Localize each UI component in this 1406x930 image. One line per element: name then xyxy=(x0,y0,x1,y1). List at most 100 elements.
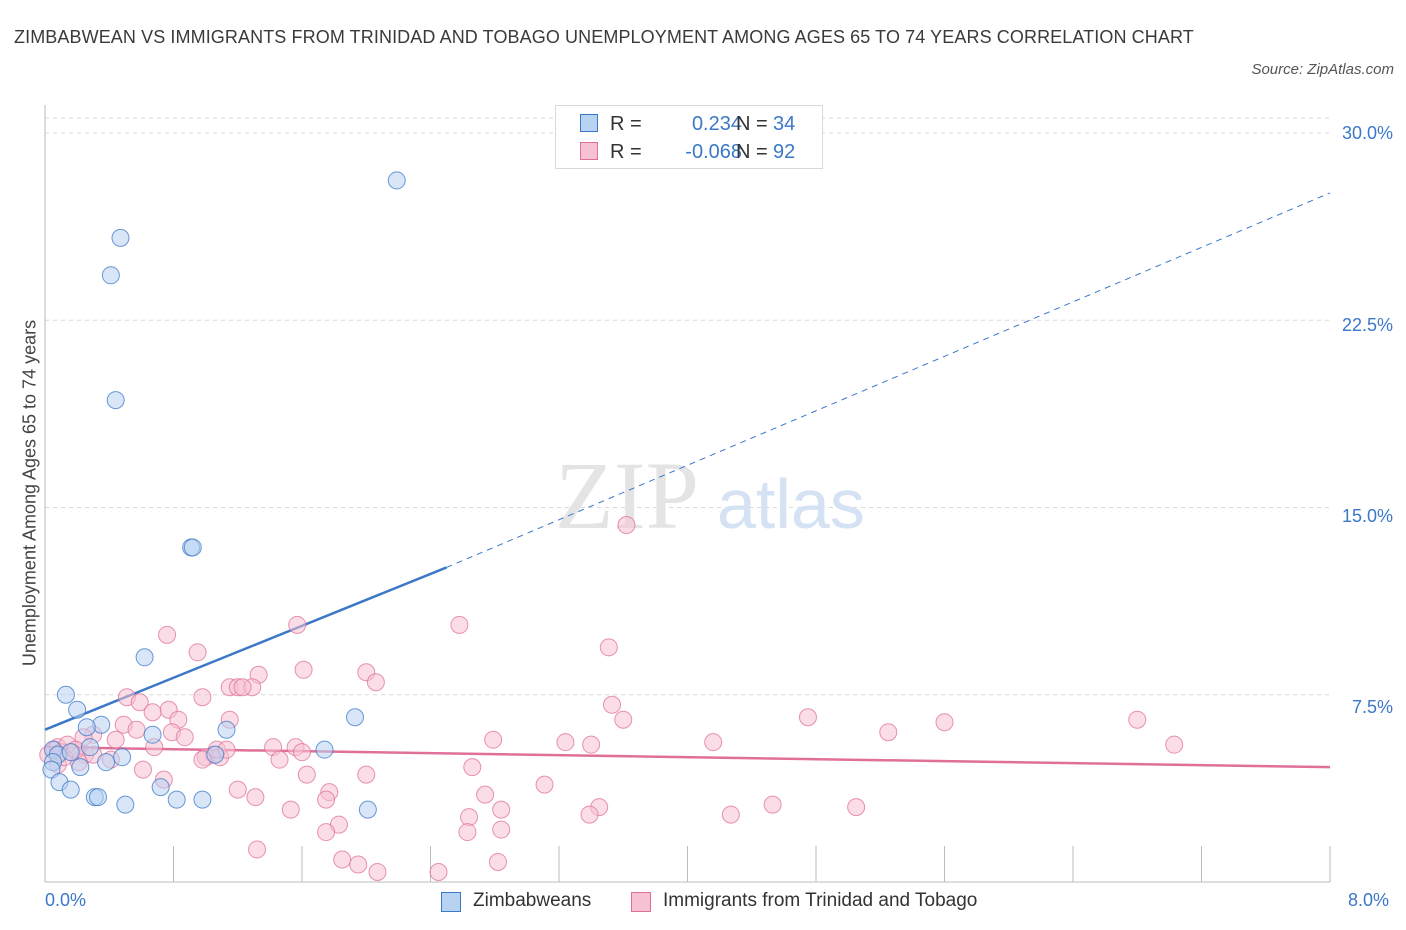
grid-layer xyxy=(45,117,1330,696)
point-trinidad xyxy=(704,733,723,752)
point-zimbabweans xyxy=(89,788,108,807)
point-zimbabweans xyxy=(97,753,116,772)
point-trinidad xyxy=(580,805,599,824)
point-trinidad xyxy=(333,850,352,869)
legend-n-value: 92 xyxy=(773,141,796,163)
legend-r-value: -0.068 xyxy=(685,141,742,163)
legend-n-label: N = xyxy=(736,141,768,163)
point-zimbabweans xyxy=(217,720,236,739)
point-trinidad xyxy=(248,840,267,859)
point-trinidad xyxy=(130,693,149,712)
point-trinidad xyxy=(143,703,162,722)
point-trinidad xyxy=(463,758,482,777)
point-trinidad xyxy=(288,615,307,634)
point-trinidad xyxy=(270,750,289,769)
point-trinidad xyxy=(582,735,601,754)
point-zimbabweans xyxy=(116,795,135,814)
x-tick-label-min: 0.0% xyxy=(45,890,87,910)
point-zimbabweans xyxy=(346,708,365,727)
point-trinidad xyxy=(188,643,207,662)
point-trinidad xyxy=(193,688,212,707)
trendline-trinidad xyxy=(44,745,1331,769)
point-trinidad xyxy=(763,795,782,814)
point-zimbabweans xyxy=(71,758,90,777)
y-tick-label-15: 15.0% xyxy=(1341,506,1393,526)
source-label: Source: ZipAtlas.com xyxy=(1251,61,1394,78)
point-trinidad xyxy=(127,720,146,739)
trend-layer xyxy=(44,192,1331,769)
point-trinidad xyxy=(603,695,622,714)
point-trinidad xyxy=(1128,710,1147,729)
point-trinidad xyxy=(281,800,300,819)
point-trinidad xyxy=(721,805,740,824)
point-zimbabweans xyxy=(387,171,406,190)
chart-title: ZIMBABWEAN VS IMMIGRANTS FROM TRINIDAD A… xyxy=(14,27,1194,47)
points-layer xyxy=(39,171,1184,882)
point-zimbabweans xyxy=(68,700,87,719)
point-trinidad xyxy=(617,515,636,534)
point-trinidad xyxy=(450,615,469,634)
correlation-legend: R = 0.234 N = 34 R = -0.068 N = 92 xyxy=(555,105,823,169)
point-trinidad xyxy=(484,730,503,749)
point-zimbabweans xyxy=(151,778,170,797)
legend-r-label: R = xyxy=(610,113,642,135)
point-trinidad xyxy=(357,765,376,784)
point-trinidad xyxy=(599,638,618,657)
point-zimbabweans xyxy=(56,685,75,704)
point-trinidad xyxy=(158,625,177,644)
trendline-zimbabweans xyxy=(44,566,448,731)
point-zimbabweans xyxy=(143,725,162,744)
point-zimbabweans xyxy=(101,266,120,285)
point-zimbabweans xyxy=(315,740,334,759)
y-tick-label-30: 30.0% xyxy=(1341,123,1393,143)
point-zimbabweans xyxy=(183,538,202,557)
point-zimbabweans xyxy=(106,391,125,410)
point-trinidad xyxy=(246,788,265,807)
point-trinidad xyxy=(429,863,448,882)
legend-r-label: R = xyxy=(610,141,642,163)
trendline-zimbabweans-extension xyxy=(446,192,1331,568)
point-zimbabweans xyxy=(358,800,377,819)
y-tick-label-22-5: 22.5% xyxy=(1341,315,1393,335)
point-zimbabweans xyxy=(61,780,80,799)
point-zimbabweans xyxy=(193,790,212,809)
point-zimbabweans xyxy=(111,228,130,247)
point-zimbabweans xyxy=(113,748,132,767)
point-zimbabweans xyxy=(61,743,80,762)
point-trinidad xyxy=(492,800,511,819)
point-zimbabweans xyxy=(80,738,99,757)
point-trinidad xyxy=(492,820,511,839)
point-trinidad xyxy=(297,765,316,784)
x-tick-label-max: 8.0% xyxy=(1348,890,1390,910)
bottom-legend-swatch-blue xyxy=(441,892,461,912)
point-trinidad xyxy=(366,673,385,692)
point-trinidad xyxy=(233,678,252,697)
point-trinidad xyxy=(879,723,898,742)
point-trinidad xyxy=(349,855,368,874)
point-trinidad xyxy=(458,823,477,842)
legend-swatch-blue xyxy=(580,114,598,132)
point-trinidad xyxy=(1165,735,1184,754)
point-trinidad xyxy=(368,863,387,882)
y-tick-label-7-5: 7.5% xyxy=(1351,697,1393,717)
point-trinidad xyxy=(535,775,554,794)
point-trinidad xyxy=(556,733,575,752)
legend-swatch-pink xyxy=(580,142,598,160)
point-trinidad xyxy=(847,798,866,817)
watermark-atlas: atlas xyxy=(717,465,865,543)
point-trinidad xyxy=(293,743,311,762)
point-zimbabweans xyxy=(77,718,96,737)
point-trinidad xyxy=(476,785,495,804)
point-zimbabweans xyxy=(135,648,154,667)
point-trinidad xyxy=(614,710,633,729)
legend-n-value: 34 xyxy=(773,113,796,135)
legend-r-value: 0.234 xyxy=(691,113,742,135)
bottom-legend-swatch-pink xyxy=(631,892,651,912)
point-zimbabweans xyxy=(167,790,186,809)
point-trinidad xyxy=(175,728,194,747)
point-trinidad xyxy=(133,760,152,779)
bottom-legend-label: Immigrants from Trinidad and Tobago xyxy=(663,890,978,911)
legend-n-label: N = xyxy=(736,113,768,135)
point-trinidad xyxy=(798,708,817,727)
